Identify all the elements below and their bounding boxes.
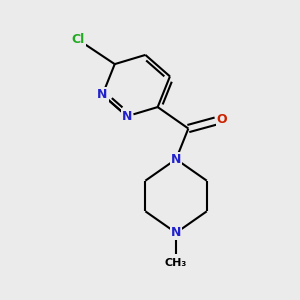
Text: N: N xyxy=(97,88,108,101)
Text: N: N xyxy=(122,110,132,123)
Text: Cl: Cl xyxy=(71,33,85,46)
Text: N: N xyxy=(171,226,181,239)
Text: N: N xyxy=(171,153,181,166)
Text: O: O xyxy=(217,113,227,126)
Text: CH₃: CH₃ xyxy=(165,259,187,269)
